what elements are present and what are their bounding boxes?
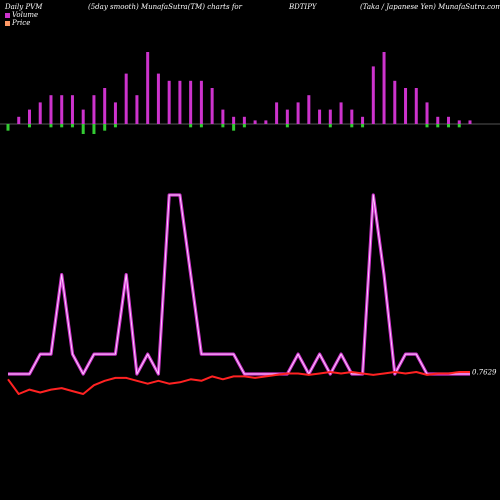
volume-bar-up	[199, 80, 203, 124]
legend-volume: Volume	[5, 11, 38, 19]
volume-bar-up	[285, 109, 289, 124]
volume-layer	[0, 52, 500, 134]
volume-bar-down	[447, 124, 451, 128]
volume-bar-up	[113, 102, 117, 124]
volume-bar-down	[232, 124, 236, 131]
volume-bar-up	[167, 80, 171, 124]
volume-bar-up	[253, 120, 257, 124]
pvm-line-outer	[8, 193, 470, 376]
volume-bar-up	[414, 88, 418, 124]
volume-bar-down	[189, 124, 193, 128]
volume-bar-up	[221, 109, 225, 124]
volume-bar-down	[103, 124, 107, 131]
volume-bar-up	[425, 102, 429, 124]
pvm-line-inner	[8, 194, 470, 375]
volume-bar-up	[393, 80, 397, 124]
price-layer: 0.7629	[7, 369, 497, 395]
volume-bar-up	[70, 95, 74, 124]
volume-bar-up	[232, 116, 236, 124]
legend-price: Price	[5, 19, 30, 27]
volume-bar-up	[210, 88, 214, 124]
volume-bar-up	[436, 116, 440, 124]
volume-bar-down	[242, 124, 246, 128]
chart-title-left: Daily PVM	[5, 3, 43, 11]
volume-bar-up	[135, 95, 139, 124]
pvm-layer	[8, 193, 470, 376]
volume-bar-down	[328, 124, 332, 128]
volume-bar-up	[457, 120, 461, 124]
volume-bar-up	[264, 120, 268, 124]
volume-bar-up	[92, 95, 96, 124]
volume-bar-up	[468, 120, 472, 124]
volume-bar-up	[38, 102, 42, 124]
volume-bar-down	[436, 124, 440, 128]
volume-bar-up	[447, 116, 451, 124]
legend-volume-label: Volume	[12, 11, 39, 19]
volume-bar-up	[124, 73, 128, 124]
volume-bar-up	[156, 73, 160, 124]
volume-bar-down	[350, 124, 354, 128]
volume-bar-up	[242, 116, 246, 124]
volume-bar-up	[60, 95, 64, 124]
legend-volume-swatch	[5, 12, 10, 18]
volume-bar-down	[70, 124, 74, 128]
volume-bar-up	[404, 88, 408, 124]
volume-bar-up	[382, 52, 386, 124]
volume-bar-down	[92, 124, 96, 134]
volume-bar-up	[361, 116, 365, 124]
volume-bar-down	[425, 124, 429, 128]
volume-bar-up	[49, 95, 53, 124]
volume-bar-up	[328, 109, 332, 124]
volume-bar-down	[49, 124, 53, 128]
volume-bar-down	[457, 124, 461, 128]
volume-bar-up	[81, 109, 85, 124]
volume-bar-up	[371, 66, 375, 124]
volume-bar-down	[361, 124, 365, 128]
volume-bar-down	[221, 124, 225, 128]
volume-bar-down	[285, 124, 289, 128]
volume-bar-up	[318, 109, 322, 124]
legend-price-label: Price	[12, 19, 31, 27]
volume-bar-up	[307, 95, 311, 124]
chart-title-right: (Taka / Japanese Yen) MunafaSutra.com	[360, 3, 500, 11]
volume-bar-down	[81, 124, 85, 134]
volume-bar-up	[339, 102, 343, 124]
legend-price-swatch	[5, 20, 10, 26]
chart-symbol: BDTIPY	[289, 3, 317, 11]
price-last-label: 0.7629	[472, 369, 497, 377]
volume-bar-down	[27, 124, 31, 128]
price-line	[7, 371, 470, 395]
volume-bar-down	[6, 124, 10, 131]
volume-bar-up	[103, 88, 107, 124]
volume-bar-down	[199, 124, 203, 128]
volume-bar-up	[350, 109, 354, 124]
volume-bar-up	[296, 102, 300, 124]
volume-bar-up	[189, 80, 193, 124]
volume-bar-up	[178, 80, 182, 124]
volume-bar-up	[17, 116, 21, 124]
volume-bar-down	[60, 124, 64, 128]
volume-bar-up	[146, 52, 150, 124]
volume-bar-up	[27, 109, 31, 124]
chart-title-mid: (5day smooth) MunafaSutra(TM) charts for	[88, 3, 242, 11]
volume-bar-down	[113, 124, 117, 128]
volume-bar-up	[275, 102, 279, 124]
